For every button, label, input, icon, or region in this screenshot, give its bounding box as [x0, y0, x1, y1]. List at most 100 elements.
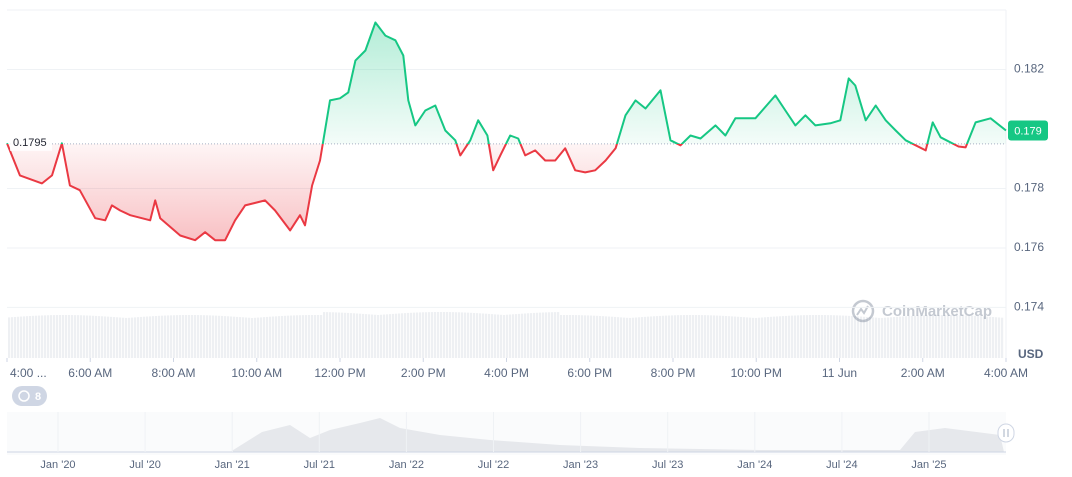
volume-bar	[704, 315, 707, 358]
volume-bar	[194, 315, 197, 358]
volume-bar	[26, 316, 29, 358]
volume-bar	[500, 314, 503, 358]
x-tick-label: 2:00 PM	[401, 366, 446, 380]
volume-bar	[83, 315, 86, 358]
history-badge[interactable]: 8	[12, 386, 47, 406]
x-tick-label: 6:00 AM	[68, 366, 112, 380]
volume-bar	[152, 316, 155, 358]
volume-bar	[338, 312, 341, 358]
navigator-handle[interactable]	[997, 423, 1015, 443]
volume-bar	[116, 317, 119, 358]
volume-bar	[47, 315, 50, 358]
volume-bar	[1001, 317, 1004, 358]
volume-bar	[443, 312, 446, 358]
volume-bar	[209, 315, 212, 358]
volume-bar	[251, 317, 254, 358]
volume-bar	[530, 313, 533, 358]
volume-bar	[761, 317, 764, 358]
volume-bar	[746, 317, 749, 358]
volume-bar	[341, 312, 344, 358]
volume-bar	[143, 316, 146, 358]
volume-bar	[923, 315, 926, 358]
volume-bar	[389, 314, 392, 358]
volume-bar	[53, 315, 56, 358]
volume-bar	[140, 316, 143, 358]
volume-bar	[827, 315, 830, 358]
volume-bar	[494, 314, 497, 358]
volume-bar	[539, 312, 542, 358]
volume-bar	[908, 316, 911, 358]
volume-bar	[701, 315, 704, 358]
volume-bar	[914, 315, 917, 358]
volume-bar	[374, 314, 377, 358]
volume-bar	[950, 315, 953, 358]
volume-bar	[479, 313, 482, 358]
volume-bar	[575, 315, 578, 358]
volume-bar	[200, 315, 203, 358]
volume-bar	[431, 312, 434, 358]
volume-bar	[791, 315, 794, 358]
volume-bar	[77, 315, 80, 358]
volume-bar	[965, 315, 968, 358]
volume-bar	[428, 312, 431, 358]
volume-bar	[737, 316, 740, 358]
volume-bar	[533, 312, 536, 358]
x-tick-label: 2:00 AM	[901, 366, 945, 380]
volume-bar	[464, 312, 467, 358]
volume-bar	[866, 316, 869, 358]
navigator-label: Jul '22	[478, 459, 509, 471]
x-tick-label: 12:00 PM	[314, 366, 365, 380]
volume-bar	[23, 316, 26, 358]
volume-bar	[422, 312, 425, 358]
volume-bar	[80, 315, 83, 358]
volume-bar	[122, 317, 125, 358]
volume-bar	[155, 315, 158, 358]
volume-bar	[800, 315, 803, 358]
volume-bar	[161, 315, 164, 358]
volume-bar	[695, 315, 698, 358]
volume-bar	[785, 315, 788, 358]
volume-bar	[758, 317, 761, 358]
volume-bar	[752, 317, 755, 358]
volume-bar	[491, 314, 494, 358]
volume-bar	[542, 312, 545, 358]
volume-bar	[692, 315, 695, 358]
volume-bar	[683, 315, 686, 358]
volume-bar	[674, 315, 677, 358]
volume-bar	[698, 315, 701, 358]
volume-bar	[197, 315, 200, 358]
navigator-label: Jan '25	[911, 459, 946, 471]
volume-bar	[569, 315, 572, 358]
volume-bar	[362, 313, 365, 358]
volume-bar	[974, 315, 977, 358]
volume-bar	[503, 314, 506, 358]
volume-bar	[461, 312, 464, 358]
volume-bar	[32, 315, 35, 358]
volume-bar	[620, 317, 623, 358]
volume-bar	[293, 315, 296, 358]
volume-bar	[110, 316, 113, 358]
volume-bar	[332, 312, 335, 358]
volume-bar	[236, 316, 239, 358]
volume-bar	[719, 315, 722, 358]
volume-bar	[323, 312, 326, 358]
volume-bar	[482, 313, 485, 358]
volume-bar	[263, 317, 266, 358]
volume-bar	[680, 315, 683, 358]
navigator[interactable]	[7, 412, 1015, 455]
volume-bar	[650, 316, 653, 358]
volume-bar	[167, 315, 170, 358]
y-tick-label: 0.176	[1014, 240, 1044, 254]
volume-bar	[896, 316, 899, 358]
volume-bar	[317, 315, 320, 358]
volume-bar	[170, 315, 173, 358]
volume-bar	[230, 316, 233, 358]
volume-bar	[308, 315, 311, 358]
volume-bar	[509, 314, 512, 358]
volume-bar	[404, 313, 407, 358]
volume-bar	[935, 315, 938, 358]
volume-bar	[572, 315, 575, 358]
x-tick-label: 8:00 PM	[651, 366, 696, 380]
volume-bar	[659, 315, 662, 358]
volume-bar	[218, 315, 221, 358]
